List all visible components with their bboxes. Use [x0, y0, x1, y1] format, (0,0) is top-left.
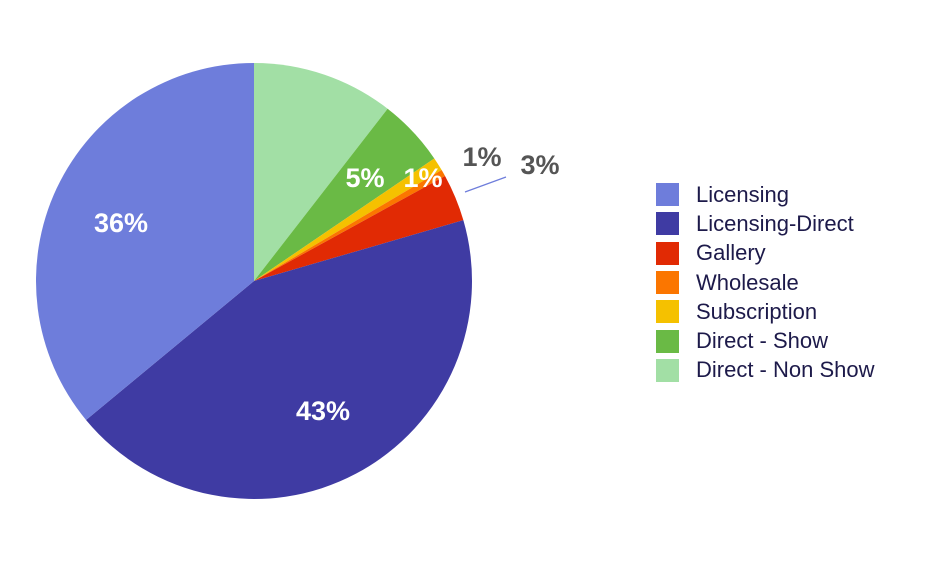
legend-swatch — [656, 212, 679, 236]
legend-label: Subscription — [696, 298, 818, 324]
legend-label: Gallery — [696, 240, 766, 266]
slice-label-licensing: 36% — [94, 208, 148, 238]
pie-slice-licensing-direct — [86, 220, 472, 499]
legend-item-licensing: Licensing — [656, 180, 875, 209]
slice-label-licensing-direct: 43% — [296, 396, 350, 426]
gallery-callout-line — [464, 176, 507, 193]
legend-label: Direct - Show — [696, 328, 829, 354]
chart-legend: Licensing Licensing-Direct Gallery Wholesal… — [656, 180, 875, 385]
slice-label-subscription: 1% — [403, 163, 442, 193]
legend-item-licensing-direct: Licensing-Direct — [656, 209, 875, 238]
legend-swatch — [656, 358, 679, 382]
legend-swatch — [656, 329, 679, 353]
legend-item-gallery: Gallery — [656, 239, 875, 268]
legend-item-subscription: Subscription — [656, 297, 875, 326]
legend-label: Wholesale — [696, 269, 799, 295]
pie-slice-direct-non-show — [254, 63, 388, 281]
pie-slice-licensing — [36, 63, 255, 420]
legend-item-wholesale: Wholesale — [656, 268, 875, 297]
pie-slices — [36, 63, 472, 499]
legend-label: Licensing — [696, 181, 789, 207]
legend-label: Direct - Non Show — [696, 357, 875, 383]
legend-item-direct-non-show: Direct - Non Show — [656, 356, 875, 385]
legend-swatch — [656, 271, 679, 295]
slice-label-gallery: 3% — [520, 150, 559, 180]
legend-swatch — [656, 183, 679, 207]
pie-slice-subscription — [254, 158, 442, 281]
legend-item-direct-show: Direct - Show — [656, 326, 875, 355]
pie-slice-direct-show — [254, 108, 435, 281]
slice-label-wholesale: 1% — [462, 142, 501, 172]
pie-slice-gallery — [254, 175, 464, 281]
slice-label-direct-show: 5% — [345, 163, 384, 193]
pie-slice-wholesale — [254, 170, 446, 281]
legend-swatch — [656, 300, 679, 324]
pie-labels: 5% 1% 1% 3% 43% 36% — [94, 142, 560, 426]
legend-swatch — [656, 241, 679, 265]
legend-label: Licensing-Direct — [696, 210, 854, 236]
